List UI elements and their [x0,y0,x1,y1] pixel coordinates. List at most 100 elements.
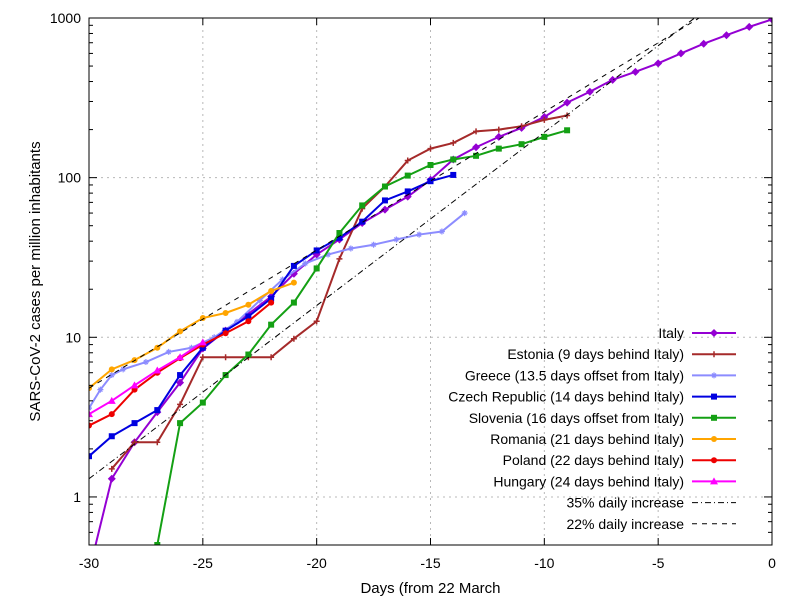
series-2-point [211,334,218,341]
axis-ticks: -30 -25 -20 -15 -10 -5 0 1 10 100 1000 [50,10,776,571]
series-2-point [97,386,104,393]
series-0-point [403,192,412,201]
series-4-point [268,321,275,328]
x-axis-label: Days (from 22 March [360,580,500,597]
series-0-point [699,39,708,48]
series-5-point [177,328,184,335]
legend-label: Hungary (24 days behind Italy) [493,473,684,489]
series-5-point [290,279,297,286]
series-1-point [450,139,457,146]
series-4-point [427,162,434,169]
series-1-point [199,354,206,361]
legend: Italy Estonia (9 days behind Italy) Greece… [448,325,736,532]
series-5-point [108,366,115,373]
legend-marker [710,477,718,485]
legend-marker [711,457,717,464]
series-layer [89,18,772,545]
series-1-point [222,354,229,361]
legend-label: 22% daily increase [566,516,684,532]
series-3-line [89,173,454,457]
series-2-point [165,348,172,355]
series-0-point [380,205,389,214]
series-0-point [722,31,731,40]
series-4-point [495,145,502,152]
series-1-point [290,335,297,342]
series-1-point [336,255,343,262]
series-2-point [233,318,240,325]
series-6-point [108,411,115,418]
series-3-group [89,171,457,460]
y-tick-label: 1000 [50,10,81,26]
series-7-point [89,410,93,418]
series-4-point [290,299,297,306]
series-2-group [89,210,468,412]
legend-label: Czech Republic (14 days behind Italy) [448,389,684,405]
series-1-point [518,123,525,130]
series-1-point [268,354,275,361]
series-6-point [245,318,252,325]
series-1-point [177,401,184,408]
series-5-group [89,279,297,392]
series-7-point [176,353,185,361]
series-2-point [393,236,400,243]
series-5-line [89,281,295,389]
series-2-point [108,372,115,379]
series-7-group [89,338,207,418]
series-4-point [199,399,206,406]
series-1-group [108,112,571,472]
series-2-point [279,276,286,283]
series-3-point [290,262,297,269]
series-4-point [245,351,252,358]
series-3-point [427,178,434,185]
series-8-group [89,18,695,480]
series-3-point [154,407,161,414]
series-8-line [89,18,695,480]
series-1-point [473,128,480,135]
series-3-point [89,453,92,460]
series-4-point [473,152,480,159]
series-1-point [313,318,320,325]
legend-label: Italy [658,325,684,341]
series-4-point [381,183,388,190]
series-2-point [142,359,149,366]
x-tick-label: -20 [307,555,327,571]
x-tick-label: -10 [534,555,554,571]
legend-marker [711,351,717,358]
series-3-point [268,295,275,302]
y-tick-label: 10 [65,329,81,345]
series-1-point [108,465,115,472]
series-2-point [188,344,195,351]
series-2-point [438,228,445,235]
series-6-point [222,330,229,337]
series-4-point [564,127,571,134]
series-2-point [256,297,263,304]
legend-label: 35% daily increase [566,495,684,511]
series-3-point [336,234,343,241]
series-4-point [359,202,366,209]
x-tick-label: -30 [79,555,99,571]
series-3-point [177,372,184,379]
x-tick-label: -5 [652,555,665,571]
series-7-point [130,381,139,389]
series-2-point [347,245,354,252]
series-6-point [268,299,275,306]
legend-marker [711,372,717,379]
x-tick-label: 0 [768,555,776,571]
series-7-point [198,338,207,346]
series-4-point [541,133,548,140]
series-7-point [153,366,162,374]
series-3-point [359,218,366,225]
legend-label: Estonia (9 days behind Italy) [507,346,684,362]
series-3-point [199,344,206,351]
series-2-point [370,241,377,248]
series-4-point [518,141,525,148]
series-2-point [461,210,468,217]
legend-label: Slovenia (16 days offset from Italy) [469,410,684,426]
series-3-point [313,247,320,254]
y-tick-label: 100 [58,170,82,186]
series-1-point [541,116,548,123]
series-2-point [302,260,309,267]
series-9-line [89,18,700,389]
series-7-point [107,396,116,404]
